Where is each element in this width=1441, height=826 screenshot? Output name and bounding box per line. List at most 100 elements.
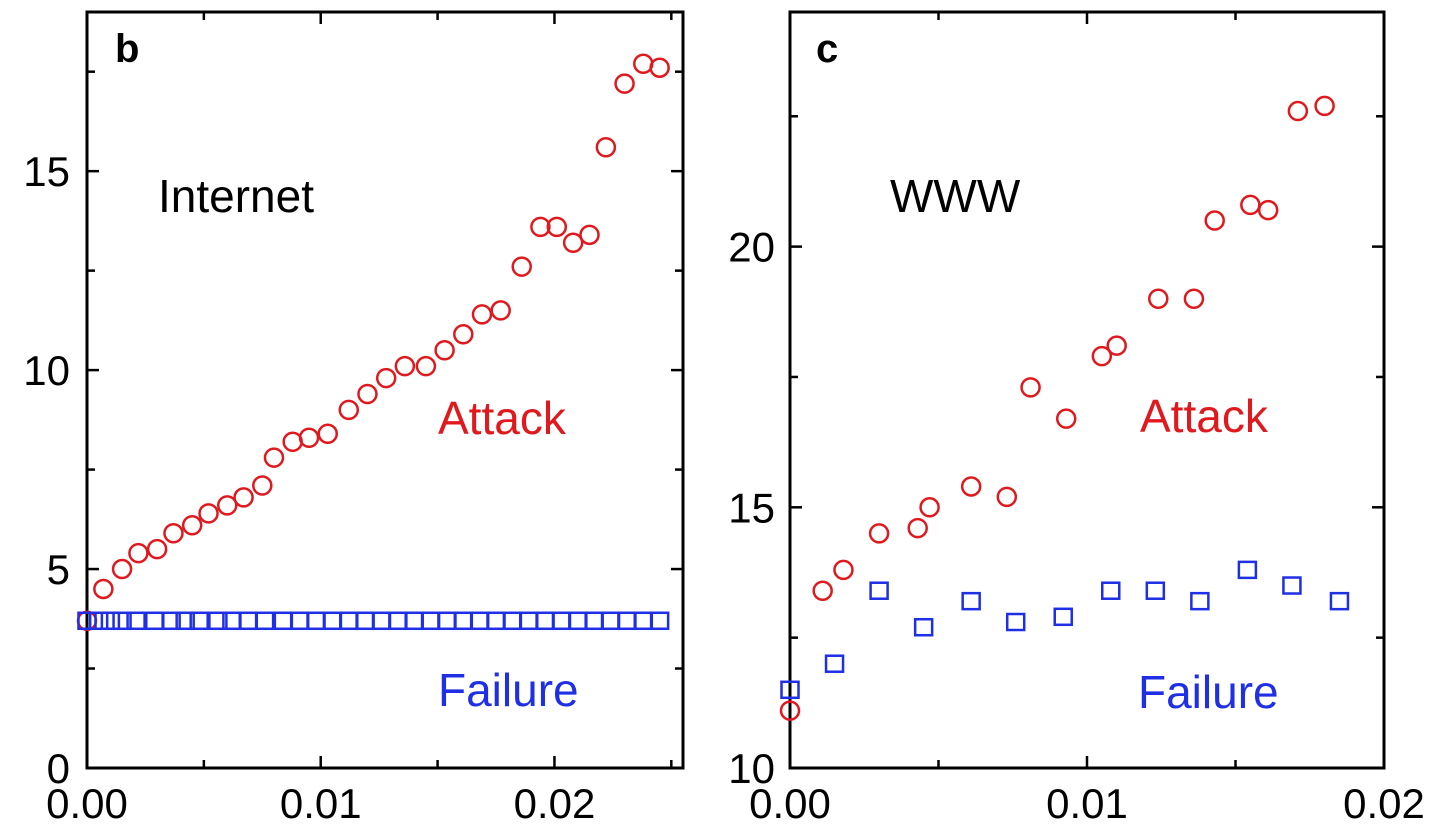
attack-point <box>471 304 493 325</box>
attack-point <box>357 383 378 405</box>
panel-b-letter: b <box>115 27 139 71</box>
attack-point <box>960 476 982 497</box>
failure-point <box>824 654 845 673</box>
attack-point <box>833 559 854 581</box>
failure-point <box>1101 581 1121 600</box>
attack-point <box>163 522 184 544</box>
failure-point <box>126 611 146 631</box>
panel-c-letter: c <box>816 27 838 71</box>
failure-point <box>208 611 228 631</box>
attack-point <box>633 53 654 74</box>
failure-point <box>568 611 588 631</box>
failure-point <box>469 611 490 631</box>
failure-point <box>289 611 310 631</box>
panel-c-title-www: WWW <box>890 170 1021 222</box>
attack-point <box>1020 377 1041 398</box>
attack-point <box>252 475 273 496</box>
attack-point <box>562 232 584 254</box>
failure-point <box>273 611 294 631</box>
failure-point <box>161 611 181 631</box>
attack-point <box>233 487 254 508</box>
attack-point <box>198 503 219 524</box>
failure-point <box>869 581 889 600</box>
failure-point <box>518 611 539 631</box>
attack-point <box>375 367 397 389</box>
failure-point <box>535 611 555 631</box>
attack-point <box>1314 95 1335 117</box>
x-tick-label: 0.02 <box>514 780 596 826</box>
y-tick-label: 15 <box>23 148 70 195</box>
x-tick-label: 0.00 <box>749 780 831 826</box>
attack-point <box>1148 288 1169 310</box>
attack-point <box>146 538 168 560</box>
failure-point <box>486 611 506 631</box>
failure-point <box>355 611 375 631</box>
attack-point <box>595 137 617 158</box>
panel-c-plot-frame <box>788 10 1386 770</box>
failure-point <box>1329 591 1350 611</box>
panel-c-marks <box>779 95 1350 721</box>
attack-point <box>1257 199 1279 221</box>
attack-point <box>93 578 114 600</box>
failure-point <box>1145 581 1166 600</box>
x-tick-label: 0.02 <box>1343 780 1425 826</box>
y-tick-label: 5 <box>47 546 70 593</box>
panel-b-attack-label: Attack <box>438 392 567 444</box>
failure-point <box>175 611 195 631</box>
failure-point <box>1237 560 1258 580</box>
attack-point <box>453 324 474 345</box>
panel-c-ticks: 0.00 0.01 0.02 10 15 20 <box>728 12 1425 826</box>
failure-point <box>420 611 441 631</box>
attack-point <box>579 224 600 246</box>
attack-point <box>181 515 203 536</box>
attack-point <box>868 523 890 544</box>
attack-point <box>128 542 149 564</box>
attack-point <box>996 486 1018 508</box>
attack-point <box>649 57 670 78</box>
attack-point <box>317 423 338 445</box>
panel-c-failure-label: Failure <box>1138 666 1279 718</box>
panel-b-failure-label: Failure <box>438 664 579 716</box>
x-tick-label: 0.00 <box>46 780 128 826</box>
y-tick-label: 20 <box>728 224 775 271</box>
attack-point <box>1091 345 1113 367</box>
failure-point <box>88 611 109 631</box>
failure-point <box>77 611 97 631</box>
failure-point <box>1282 576 1302 595</box>
panel-b-marks <box>76 53 670 632</box>
failure-point <box>1190 591 1210 611</box>
x-tick-label: 0.01 <box>1046 780 1128 826</box>
failure-point <box>254 611 275 631</box>
failure-point <box>600 611 621 631</box>
panel-c: c WWW Attack Failure 0.00 0.01 0.02 10 15 20 <box>728 10 1425 826</box>
failure-point <box>649 611 670 631</box>
failure-point <box>437 611 457 631</box>
y-tick-label: 0 <box>47 745 70 792</box>
attack-point <box>216 495 238 516</box>
panel-b-plot-frame <box>85 10 685 770</box>
attack-point <box>530 216 551 238</box>
attack-point <box>1055 408 1077 429</box>
attack-point <box>1240 194 1261 216</box>
attack-point <box>614 73 635 94</box>
attack-point <box>1287 100 1309 122</box>
failure-point <box>339 611 359 631</box>
attack-point <box>298 427 320 448</box>
panel-c-attack-label: Attack <box>1140 390 1269 442</box>
attack-point <box>779 700 801 721</box>
failure-point <box>551 611 572 631</box>
attack-point <box>1204 210 1225 231</box>
failure-point <box>633 611 654 631</box>
attack-point <box>812 580 833 601</box>
panel-b-ticks: 0.00 0.01 0.02 0 5 10 15 <box>23 12 683 826</box>
failure-point <box>961 591 981 611</box>
failure-point <box>913 617 934 637</box>
attack-point <box>282 431 303 452</box>
failure-point <box>100 611 121 631</box>
y-tick-label: 10 <box>728 745 775 792</box>
attack-point <box>415 355 437 377</box>
failure-point <box>145 611 165 631</box>
attack-point <box>511 256 532 277</box>
attack-point <box>1183 288 1205 310</box>
panel-b: b Internet Attack Failure 0.00 0.01 0.02 0 5… <box>23 10 685 826</box>
